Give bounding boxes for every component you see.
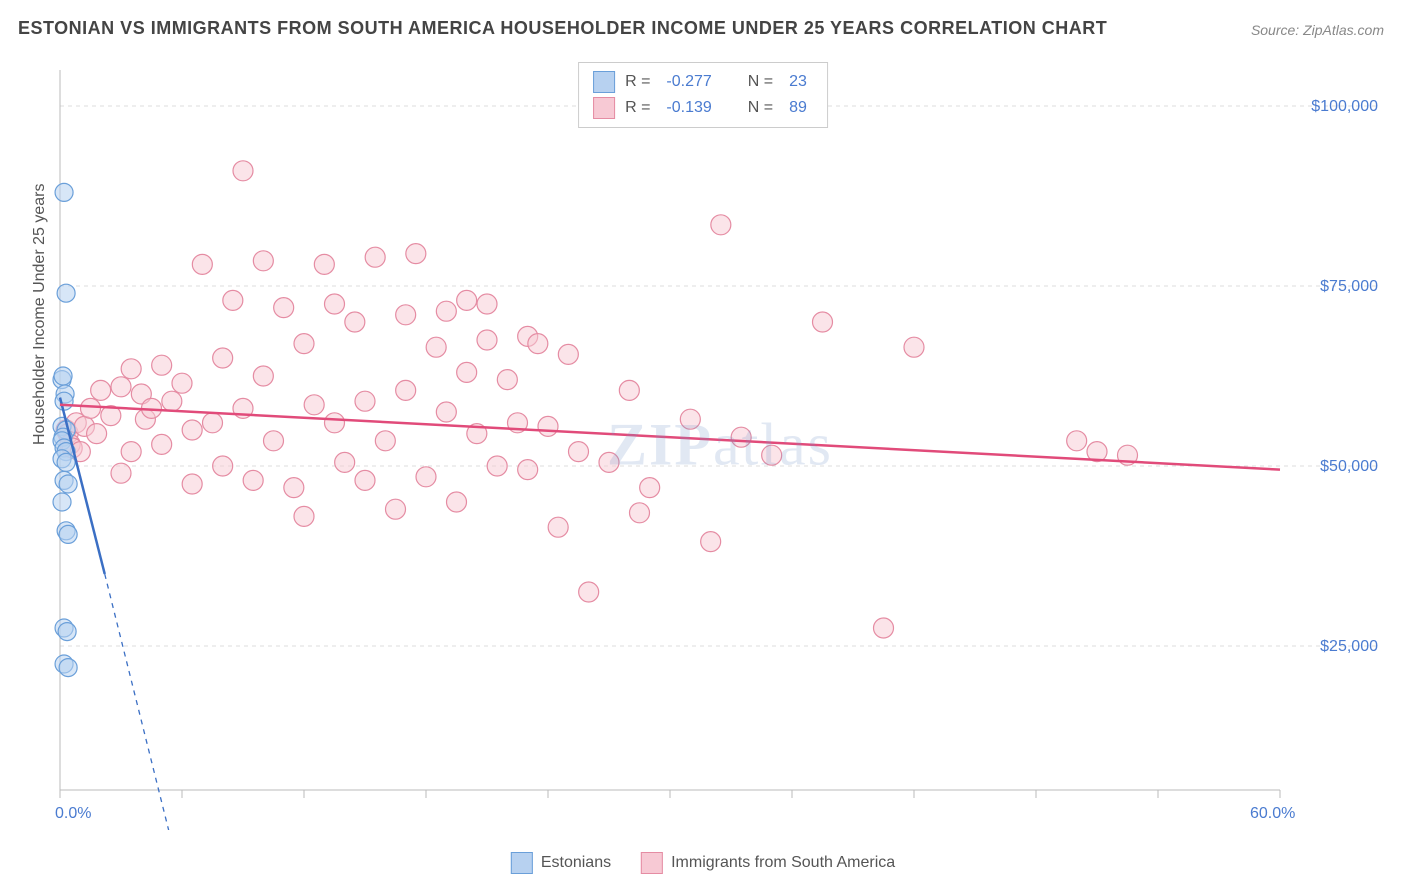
chart-title: ESTONIAN VS IMMIGRANTS FROM SOUTH AMERIC… <box>18 18 1107 39</box>
svg-text:$50,000: $50,000 <box>1320 458 1378 475</box>
y-axis-label: Householder Income Under 25 years <box>31 184 49 445</box>
series-0-swatch-bottom <box>511 852 533 874</box>
scatter-plot: $25,000 $50,000 $75,000 $100,000 <box>50 60 1390 830</box>
svg-text:$75,000: $75,000 <box>1320 278 1378 295</box>
series-legend: Estonians Immigrants from South America <box>511 852 895 874</box>
chart-area: $25,000$50,000$75,000$100,000 Householde… <box>50 60 1390 830</box>
stats-row-0: R = -0.277 N = 23 <box>593 69 813 95</box>
stats-legend: R = -0.277 N = 23 R = -0.139 N = 89 <box>578 62 828 128</box>
svg-text:$100,000: $100,000 <box>1311 98 1378 115</box>
legend-item-0: Estonians <box>511 852 611 874</box>
stats-row-1: R = -0.139 N = 89 <box>593 95 813 121</box>
series-1-swatch <box>593 97 615 119</box>
x-max-label: 60.0% <box>1250 805 1295 823</box>
chart-container: ESTONIAN VS IMMIGRANTS FROM SOUTH AMERIC… <box>0 0 1406 892</box>
series-0-swatch <box>593 71 615 93</box>
x-min-label: 0.0% <box>55 805 91 823</box>
source-attribution: Source: ZipAtlas.com <box>1251 22 1384 38</box>
legend-item-1: Immigrants from South America <box>641 852 895 874</box>
svg-text:$25,000: $25,000 <box>1320 638 1378 655</box>
series-1-swatch-bottom <box>641 852 663 874</box>
